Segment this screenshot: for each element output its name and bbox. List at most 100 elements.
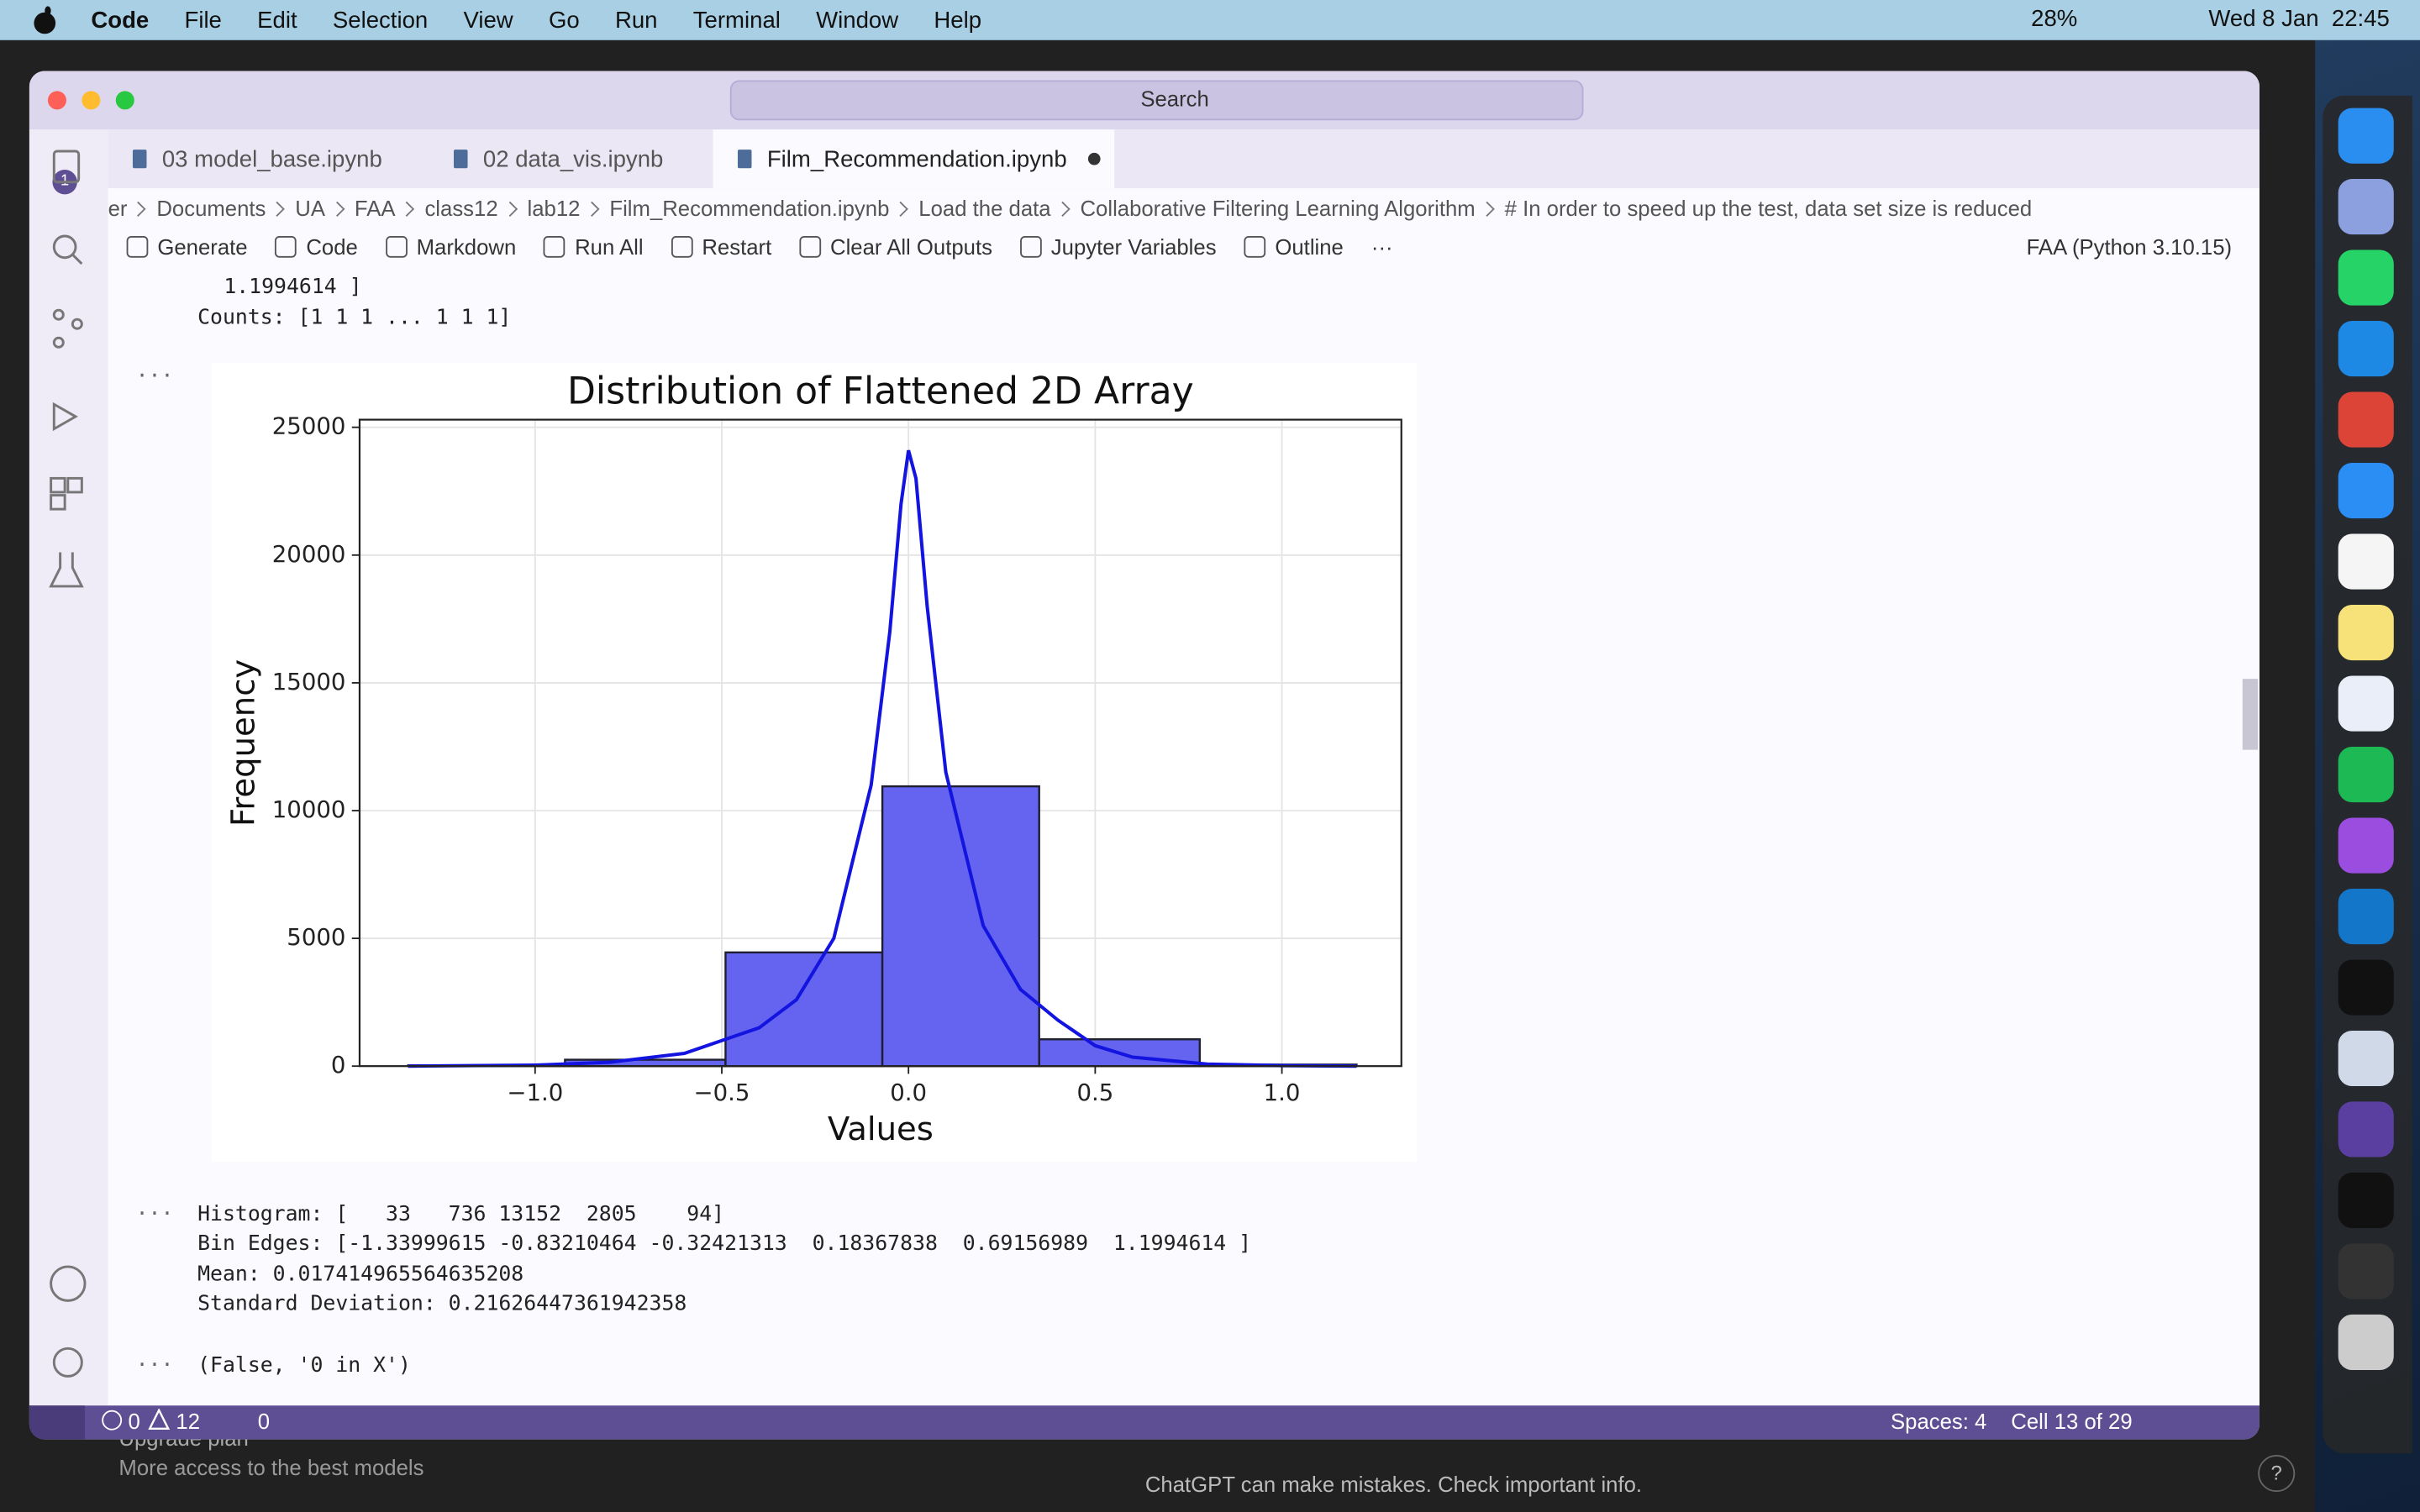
kernel[interactable]: FAA (Python 3.10.15) [2026, 234, 2233, 260]
dock-app[interactable] [2338, 817, 2394, 874]
output-line: Mean: 0.017414965564635208 [197, 1262, 524, 1287]
y-tick-label: 25000 [272, 413, 346, 440]
menu-bar [0, 0, 2420, 40]
breadcrumb-separator [893, 200, 909, 217]
histogram-bar [724, 951, 884, 1068]
dock-app[interactable] [2338, 1030, 2394, 1087]
traffic-lights [47, 91, 134, 110]
ports-count[interactable]: 0 [257, 1408, 271, 1434]
dock-icons [2338, 108, 2394, 1386]
x-tick-label: −0.5 [694, 1079, 750, 1106]
x-tick-label: −1.0 [507, 1079, 563, 1106]
notebook-toolbar: Generate Code Markdown Run All Restart Clear … [126, 232, 1393, 263]
toolbar-button[interactable]: Restart [671, 234, 772, 260]
breadcrumb[interactable]: Film_Recommendation.ipynb [609, 196, 890, 221]
toolbar-label: Clear All Outputs [830, 234, 992, 260]
toolbar-icon [126, 236, 149, 258]
toolbar-icon [275, 236, 297, 258]
dock-app[interactable] [2338, 746, 2394, 803]
account-settings-icons[interactable] [46, 1262, 92, 1385]
toolbar-label: Jupyter Variables [1050, 234, 1217, 260]
toolbar-label: Restart [702, 234, 772, 260]
tab[interactable]: 02 data_vis.ipynb [429, 129, 713, 188]
menu-item[interactable]: Terminal [692, 7, 781, 34]
breadcrumb[interactable]: lab12 [527, 196, 581, 221]
menu-item[interactable]: Go [548, 7, 580, 34]
output-menu[interactable]: ··· [135, 1352, 174, 1378]
dock-app[interactable] [2338, 321, 2394, 377]
dock-app[interactable] [2338, 888, 2394, 945]
dock-app[interactable] [2338, 959, 2394, 1016]
dock-app[interactable] [2338, 463, 2394, 519]
breadcrumbs: er Documents UA FAA class12 lab12 Film_Recomme… [108, 193, 2033, 224]
dock-app[interactable] [2338, 675, 2394, 732]
breadcrumb-separator [399, 200, 415, 217]
dock-app[interactable] [2338, 1243, 2394, 1299]
breadcrumb-separator [329, 200, 345, 217]
tab[interactable]: Film_Recommendation.ipynb [713, 129, 1115, 189]
tab[interactable]: 03 model_base.ipynb [108, 129, 429, 188]
toolbar-icon [671, 236, 693, 258]
y-axis-label: Frequency [225, 659, 263, 827]
menu-item[interactable]: Selection [332, 7, 429, 34]
toolbar-button[interactable]: Markdown [385, 234, 516, 260]
x-tick-label: 1.0 [1264, 1079, 1301, 1106]
toolbar-icon [799, 236, 821, 258]
dock-app[interactable] [2338, 605, 2394, 661]
output-menu[interactable]: ··· [135, 364, 174, 389]
dock-app[interactable] [2338, 249, 2394, 306]
disclaimer: ChatGPT can make mistakes. Check importa… [1144, 1472, 1643, 1497]
y-tick-label: 0 [331, 1052, 346, 1079]
cell-position[interactable]: Cell 13 of 29 [2011, 1408, 2133, 1434]
dock-app[interactable] [2338, 108, 2394, 164]
menu-item[interactable]: Edit [257, 7, 297, 34]
app-name[interactable]: Code [91, 7, 150, 34]
breadcrumb-separator [1055, 200, 1071, 217]
toolbar-button[interactable]: Generate [126, 234, 248, 260]
breadcrumb[interactable]: Documents [156, 196, 266, 221]
breadcrumb[interactable]: Load the data [918, 196, 1051, 221]
dock-app[interactable] [2338, 533, 2394, 590]
breadcrumb[interactable]: er [108, 196, 128, 221]
menu-item[interactable]: Run [614, 7, 658, 34]
indentation[interactable]: Spaces: 4 [1891, 1408, 1987, 1434]
menu-item[interactable]: View [463, 7, 513, 34]
remote-button[interactable] [29, 1405, 86, 1440]
breadcrumb[interactable]: UA [295, 196, 326, 221]
breadcrumb[interactable]: Collaborative Filtering Learning Algorit… [1080, 196, 1476, 221]
toolbar-button[interactable]: Jupyter Variables [1020, 234, 1217, 260]
dock-app[interactable] [2338, 1314, 2394, 1371]
scrollbar-thumb[interactable] [2242, 679, 2259, 750]
dock-app[interactable] [2338, 1101, 2394, 1158]
apple-logo[interactable] [31, 6, 59, 34]
search-label[interactable]: Search [1140, 86, 1209, 112]
breadcrumb[interactable]: # In order to speed up the test, data se… [1504, 196, 2033, 221]
dock-app[interactable] [2338, 1172, 2394, 1229]
output-menu[interactable]: ··· [135, 1201, 174, 1227]
warning-count[interactable]: 12 [176, 1408, 201, 1434]
menu-item[interactable]: Help [934, 7, 982, 34]
toolbar-label: Run All [575, 234, 644, 260]
breadcrumb[interactable]: class12 [424, 196, 498, 221]
dock-app[interactable] [2338, 179, 2394, 235]
dock-app[interactable] [2338, 391, 2394, 448]
menu-item[interactable]: File [184, 7, 222, 34]
help-button[interactable]: ? [2258, 1455, 2296, 1493]
file-icon [454, 150, 468, 169]
breadcrumb[interactable]: FAA [354, 196, 396, 221]
toolbar-button[interactable]: Outline [1244, 234, 1344, 260]
search-box[interactable] [729, 80, 1584, 121]
breadcrumb-separator [584, 200, 600, 217]
tabs: 03 model_base.ipynb 02 data_vis.ipynb Film… [108, 129, 1115, 189]
toolbar-button[interactable]: Run All [544, 234, 644, 260]
toolbar-button[interactable]: Clear All Outputs [799, 234, 992, 260]
menu-item[interactable]: Window [816, 7, 899, 34]
error-count[interactable]: 0 [128, 1408, 140, 1434]
toolbar-more[interactable]: ··· [1370, 234, 1393, 260]
battery: 28% [2031, 6, 2078, 33]
x-axis-label: Values [828, 1110, 934, 1148]
x-tick-label: 0.0 [890, 1079, 927, 1106]
toolbar-button[interactable]: Code [275, 234, 358, 260]
